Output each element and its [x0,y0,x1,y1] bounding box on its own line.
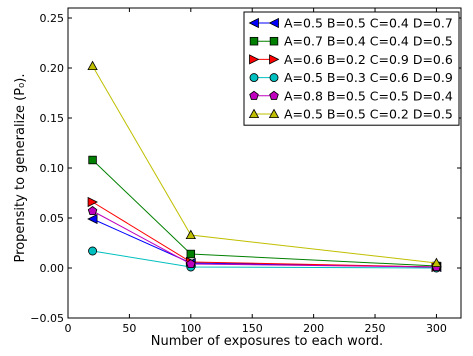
legend-box [243,11,460,126]
y-tick-label: 0.25 [40,12,65,25]
legend-marker [268,17,279,29]
x-tick-label: 200 [303,322,324,335]
x-tick-label: 250 [365,322,386,335]
y-tick-label: 0.15 [40,112,65,125]
legend-marker [269,36,279,46]
plot-frame [67,7,462,319]
y-tick-label: 0.00 [40,262,65,275]
legend-item: A=0.6 B=0.2 C=0.9 D=0.6 [249,52,453,67]
legend-label: A=0.8 B=0.5 C=0.5 D=0.4 [284,88,453,103]
data-point [87,206,98,216]
legend-label: A=0.5 B=0.3 C=0.6 D=0.9 [284,70,453,85]
legend-marker [269,54,280,65]
series [87,206,442,272]
legend-marker [249,90,259,100]
legend-label: A=0.7 B=0.4 C=0.4 D=0.5 [284,34,453,49]
y-tick-label: −0.05 [30,312,64,325]
legend-marker [248,108,260,118]
series-line [92,159,437,267]
legend-marker [248,17,259,29]
data-point [87,60,98,70]
y-tick-label: 0.20 [40,62,65,75]
data-point [88,246,98,256]
legend-item: A=0.7 B=0.4 C=0.4 D=0.5 [249,34,453,49]
legend-label: A=0.5 B=0.5 C=0.4 D=0.7 [284,16,453,31]
series [88,155,441,271]
y-tick-label: 0.05 [40,212,65,225]
plot-layer: 0 50 100 150 200 250 300 −0.05 0.00 0.05 0.10 0.15 0… [30,7,462,335]
series [87,196,442,273]
legend-marker [249,36,259,46]
legend-marker [269,73,279,83]
x-tick-label: 100 [180,322,201,335]
series-line [92,210,437,268]
legend-item: A=0.5 B=0.5 C=0.4 D=0.7 [248,16,453,31]
legend-item: A=0.8 B=0.5 C=0.5 D=0.4 [249,88,453,103]
legend-marker [268,108,280,118]
data-point [186,249,196,259]
y-axis-label: Propensity to generalize (P₀). [13,74,28,263]
legend-label: A=0.6 B=0.2 C=0.9 D=0.6 [284,52,453,67]
legend-label: A=0.5 B=0.5 C=0.2 D=0.5 [284,107,453,122]
data-point [87,213,98,225]
legend: A=0.5 B=0.5 C=0.4 D=0.7 A=0.7 B=0.4 C=0.4… [243,11,460,126]
x-tick-label: 300 [426,322,447,335]
y-tick-label: 0.10 [40,162,65,175]
data-point [431,257,442,268]
x-tick-label: 0 [65,322,72,335]
data-point [185,229,196,240]
legend-marker [249,73,259,83]
legend-marker [249,54,260,65]
data-point [88,155,97,165]
x-tick-label: 50 [122,322,136,335]
data-point [186,259,196,269]
series [88,246,441,273]
series [87,60,442,268]
data-point [87,196,98,208]
legend-marker [269,90,279,100]
legend-item: A=0.5 B=0.5 C=0.2 D=0.5 [248,107,453,122]
legend-item: A=0.5 B=0.3 C=0.6 D=0.9 [249,70,453,85]
x-axis-label: Number of exposures to each word. [151,334,383,349]
x-tick-label: 150 [242,322,263,335]
